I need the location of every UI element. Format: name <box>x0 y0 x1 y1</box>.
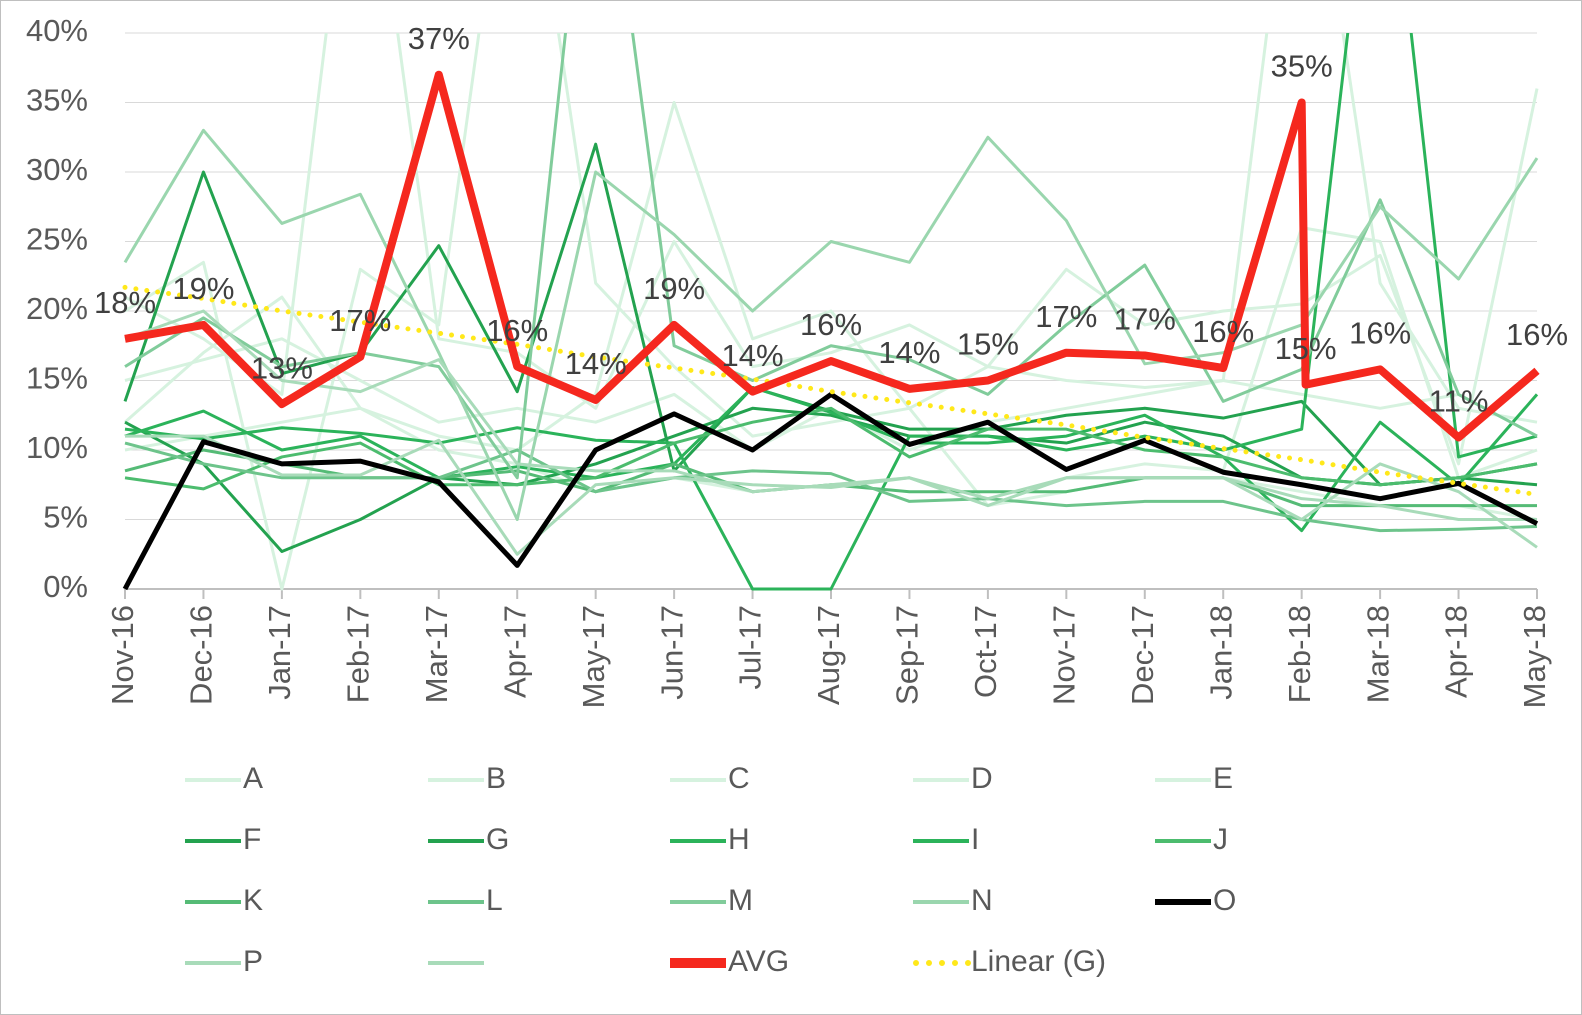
legend-label: N <box>971 884 993 917</box>
y-tick-label: 30% <box>26 152 88 187</box>
y-tick-label: 5% <box>43 500 88 535</box>
data-label: 16% <box>1192 314 1254 349</box>
x-tick-label: Mar-18 <box>1360 605 1395 703</box>
x-tick-label: Oct-17 <box>968 605 1003 698</box>
legend-label: G <box>486 823 509 856</box>
series-line <box>124 309 1538 549</box>
series-line <box>124 70 1540 442</box>
labels: 18% 19% 13% 17% 37% 16% 14% 19% 14% 16% 14% 15% 17% 1… <box>94 21 1568 978</box>
x-tick-label: Mar-17 <box>419 605 454 703</box>
data-label: 19% <box>643 271 705 306</box>
x-tick-label: Aug-17 <box>811 605 846 705</box>
data-label: 37% <box>408 21 470 56</box>
data-label: 16% <box>800 307 862 342</box>
series-line <box>124 406 1538 491</box>
x-tick-label: Jul-17 <box>733 605 768 689</box>
series-line <box>124 385 1539 533</box>
legend-label: D <box>971 762 993 795</box>
x-tick-label: Nov-17 <box>1047 605 1082 705</box>
data-label: 15% <box>957 327 1019 362</box>
series-line <box>122 391 1539 591</box>
series-line <box>125 434 1537 556</box>
y-tick-label: 35% <box>26 83 88 118</box>
legend-label: A <box>243 762 263 795</box>
data-label: 17% <box>1114 302 1176 337</box>
legend-label: L <box>486 884 503 917</box>
legend-label: M <box>728 884 753 917</box>
legend-label: C <box>728 762 750 795</box>
x-tick-label: Apr-17 <box>497 605 532 698</box>
x-tick-label: Feb-17 <box>341 605 376 703</box>
x-tick-label: Jun-17 <box>654 605 689 700</box>
x-tick-label: Jan-17 <box>262 605 297 700</box>
data-label: 35% <box>1271 49 1333 84</box>
legend-label: H <box>728 823 750 856</box>
x-tick-label: Dec-17 <box>1125 605 1160 705</box>
y-tick-label: 10% <box>26 430 88 465</box>
x-tick-label: Feb-18 <box>1282 605 1317 703</box>
x-tick-label: May-17 <box>576 605 611 708</box>
legend-label: AVG <box>728 945 789 978</box>
x-tick-label: Apr-18 <box>1439 605 1474 698</box>
legend-label: I <box>971 823 979 856</box>
data-label: 16% <box>486 313 548 348</box>
y-tick-label: 0% <box>43 569 88 604</box>
data-label: 16% <box>1349 316 1411 351</box>
data-label: 13% <box>251 350 313 385</box>
data-label: 14% <box>878 335 940 370</box>
data-label: 16% <box>1506 317 1568 352</box>
x-tick-label: Dec-16 <box>184 605 219 705</box>
data-label: 11% <box>1429 384 1489 419</box>
legend-label: P <box>243 945 263 978</box>
grid: 0% 5% 10% 15% 20% 25% 30% 35% 40% Nov-16 Dec-16 Jan… <box>26 13 1552 708</box>
x-tick-label: May-18 <box>1517 605 1552 708</box>
legend-label: J <box>1213 823 1228 856</box>
legend-label: E <box>1213 762 1233 795</box>
x-tick-label: Nov-16 <box>105 605 140 705</box>
series-line <box>124 33 1538 591</box>
plot-area <box>122 33 1540 591</box>
y-tick-label: 15% <box>26 361 88 396</box>
x-tick-label: Sep-17 <box>890 605 925 705</box>
data-label: 17% <box>1035 299 1097 334</box>
series-line <box>122 284 1540 497</box>
y-tick-label: 20% <box>26 291 88 326</box>
y-tick-label: 25% <box>26 222 88 257</box>
legend-label: Linear (G) <box>971 945 1106 978</box>
legend-label: F <box>243 823 261 856</box>
x-tick-label: Jan-18 <box>1203 605 1238 700</box>
data-label: 14% <box>565 346 627 381</box>
data-label: 19% <box>172 271 234 306</box>
series-line <box>124 33 1538 424</box>
data-label: 14% <box>722 338 784 373</box>
data-label: 15% <box>1275 331 1337 366</box>
y-tick-label: 40% <box>26 13 88 48</box>
data-label: 17% <box>329 303 391 338</box>
legend-label: K <box>243 884 263 917</box>
legend-label: B <box>486 762 506 795</box>
legend-label: O <box>1213 884 1236 917</box>
data-label: 18% <box>94 285 156 320</box>
